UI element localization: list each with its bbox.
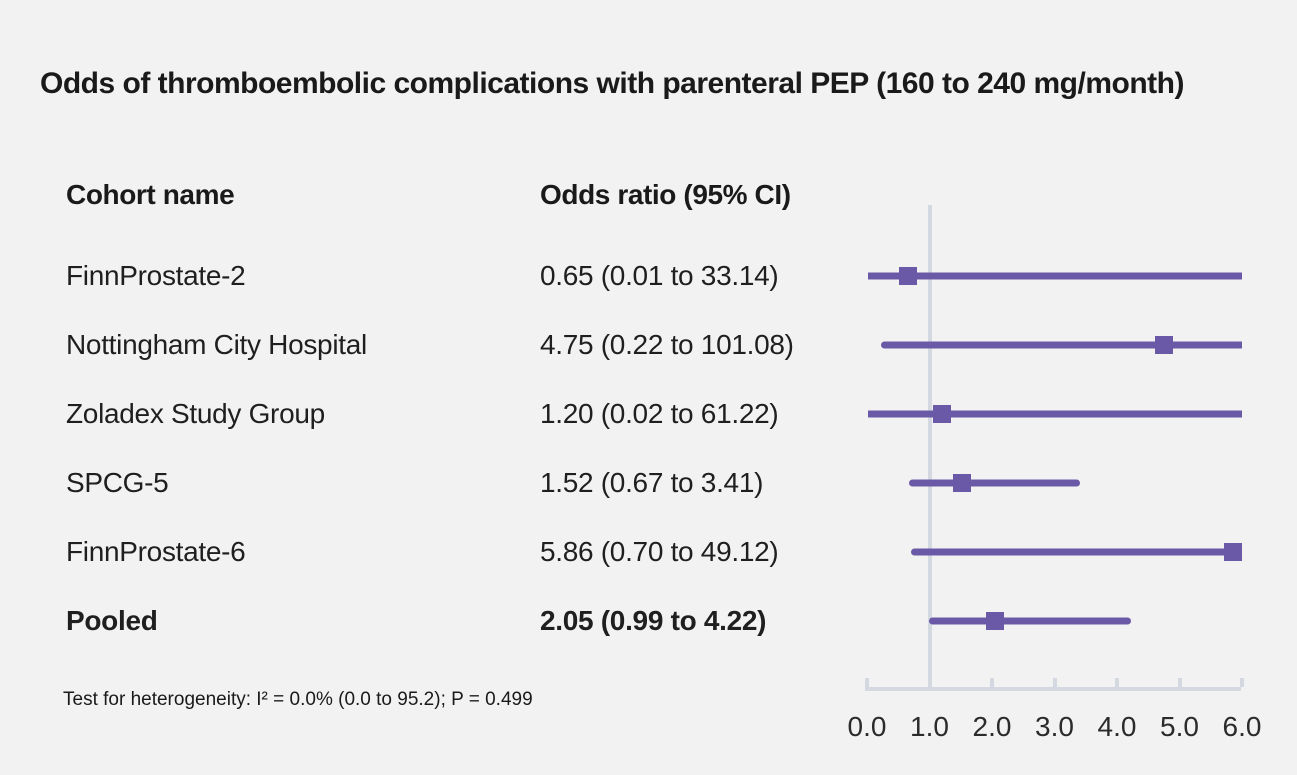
reference-line-or-1 (927, 205, 932, 690)
x-axis-tick-label: 0.0 (847, 711, 887, 742)
odds-ratio-point-marker (898, 267, 917, 285)
heterogeneity-footnote: Test for heterogeneity: I² = 0.0% (0.0 t… (63, 689, 533, 710)
cohort-name: Pooled (66, 605, 158, 636)
confidence-interval-line (908, 479, 1081, 487)
odds-ratio-value: 0.65 (0.01 to 33.14) (540, 260, 779, 291)
odds-ratio-value: 4.75 (0.22 to 101.08) (540, 329, 794, 360)
x-axis-tick-label: 6.0 (1222, 711, 1262, 742)
x-axis-tick (1115, 678, 1119, 687)
cohort-name: Zoladex Study Group (66, 398, 325, 429)
odds-ratio-column-header: Odds ratio (95% CI) (540, 179, 791, 210)
x-axis-tick-label: 4.0 (1097, 711, 1137, 742)
figure-title: Odds of thromboembolic complications wit… (40, 67, 1184, 100)
x-axis-tick (1177, 678, 1182, 687)
odds-ratio-value: 2.05 (0.99 to 4.22) (540, 605, 767, 636)
x-axis-tick-label: 3.0 (1035, 711, 1074, 742)
cohort-name: Nottingham City Hospital (66, 329, 367, 360)
x-axis-tick (990, 678, 994, 687)
x-axis-tick (865, 678, 869, 687)
odds-ratio-value: 1.52 (0.67 to 3.41) (540, 467, 764, 498)
odds-ratio-point-marker (1224, 543, 1243, 561)
odds-ratio-point-marker (933, 405, 951, 423)
odds-ratio-point-marker (986, 612, 1005, 630)
confidence-interval-line (910, 548, 1242, 556)
x-axis-tick (1052, 678, 1057, 687)
confidence-interval-line (868, 410, 1242, 418)
odds-ratio-point-marker (953, 474, 971, 492)
confidence-interval-line (867, 272, 1242, 280)
x-axis-tick-label: 1.0 (910, 711, 949, 742)
cohort-name: FinnProstate-6 (66, 536, 246, 567)
odds-ratio-point-marker (1154, 336, 1173, 354)
x-axis-tick-label: 5.0 (1160, 711, 1199, 742)
odds-ratio-value: 5.86 (0.70 to 49.12) (540, 536, 779, 567)
x-axis-tick-label: 2.0 (972, 711, 1012, 742)
cohort-name: FinnProstate-2 (66, 260, 246, 291)
cohort-column-header: Cohort name (66, 179, 235, 210)
x-axis-tick (1240, 678, 1244, 687)
odds-ratio-value: 1.20 (0.02 to 61.22) (540, 398, 779, 429)
cohort-name: SPCG-5 (66, 467, 169, 498)
confidence-interval-line (928, 617, 1131, 625)
x-axis-tick (927, 678, 932, 687)
confidence-interval-line (880, 341, 1242, 349)
x-axis-line (865, 687, 1241, 691)
